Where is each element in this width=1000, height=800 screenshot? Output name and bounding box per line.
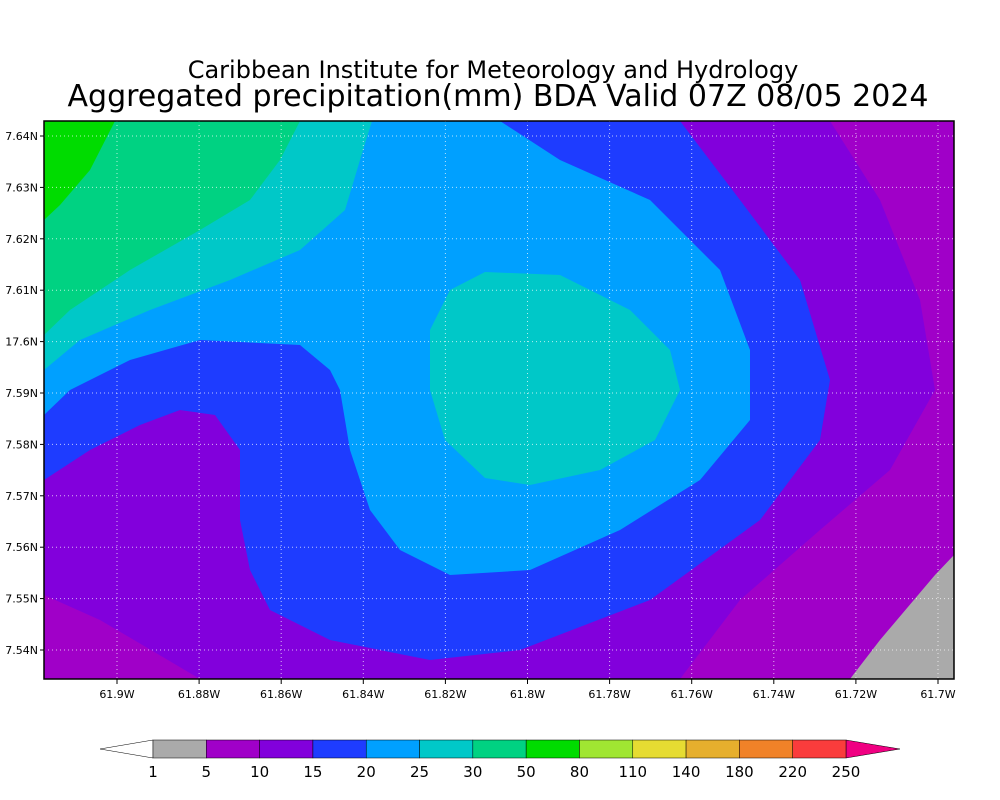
contour-1-5 <box>850 555 954 679</box>
colorbar-segment <box>579 739 634 759</box>
colorbar-label: 20 <box>357 763 376 781</box>
colorbar-label: 25 <box>410 763 429 781</box>
lon-label: 61.74W <box>753 688 795 701</box>
colorbar-segment <box>259 739 314 759</box>
contours <box>44 121 954 679</box>
lon-label: 61.72W <box>835 688 877 701</box>
colorbar-segment <box>792 739 847 759</box>
contour-50-80 <box>44 121 115 220</box>
colorbar-label: 1 <box>148 763 158 781</box>
lon-label: 61.8W <box>510 688 545 701</box>
colorbar-segment <box>472 739 527 759</box>
colorbar: 1 5 10 15 20 25 30 50 80 110 140 180 220 250 <box>99 739 901 781</box>
lon-label: 61.7W <box>920 688 955 701</box>
colorbar-segment <box>632 739 687 759</box>
colorbar-segment <box>525 739 580 759</box>
colorbar-label: 220 <box>778 763 807 781</box>
lat-label: 7.54N <box>5 644 38 657</box>
institute: Caribbean Institute for Meteorology and … <box>188 56 799 84</box>
lat-label: 7.63N <box>5 181 38 194</box>
under-triangle <box>99 739 154 759</box>
lon-label: 61.78W <box>588 688 630 701</box>
colorbar-label: 80 <box>570 763 589 781</box>
colorbar-label: 140 <box>672 763 701 781</box>
colorbar-label: 250 <box>832 763 861 781</box>
colorbar-segment <box>739 739 793 759</box>
colorbar-segment <box>206 739 260 759</box>
lat-label: 7.56N <box>5 541 38 554</box>
colorbar-segment <box>685 739 740 759</box>
lon-label: 61.86W <box>260 688 302 701</box>
lat-label: 7.62N <box>5 233 38 246</box>
lat-label: 7.64N <box>5 130 38 143</box>
colorbar-segment <box>312 739 367 759</box>
map-title: Aggregated precipitation(mm) BDA Valid 0… <box>68 79 929 114</box>
colorbar-segment <box>365 739 420 759</box>
over-triangle <box>845 739 901 759</box>
contour-25-30 <box>430 272 680 485</box>
lat-label: 7.57N <box>5 490 38 503</box>
colorbar-label: 180 <box>725 763 754 781</box>
contour-30-50 <box>44 121 300 335</box>
colorbar-label: 5 <box>202 763 212 781</box>
colorbar-label: 110 <box>618 763 647 781</box>
map-frame <box>43 120 955 680</box>
colorbar-label: 30 <box>463 763 482 781</box>
lon-label: 61.84W <box>342 688 384 701</box>
lon-label: 61.76W <box>671 688 713 701</box>
lon-label: 61.82W <box>424 688 466 701</box>
lon-label: 61.88W <box>178 688 220 701</box>
lat-label: 17.6N <box>5 336 38 349</box>
colorbar-label: 10 <box>250 763 269 781</box>
colorbar-label: 15 <box>303 763 322 781</box>
lon-label: 61.9W <box>99 688 134 701</box>
grid <box>40 121 954 684</box>
lat-label: 7.61N <box>5 284 38 297</box>
colorbar-segment <box>419 739 474 759</box>
lat-label: 7.55N <box>5 593 38 606</box>
colorbar-segment <box>152 739 207 759</box>
lat-label: 7.59N <box>5 387 38 400</box>
colorbar-label: 50 <box>517 763 536 781</box>
lat-label: 7.58N <box>5 438 38 451</box>
